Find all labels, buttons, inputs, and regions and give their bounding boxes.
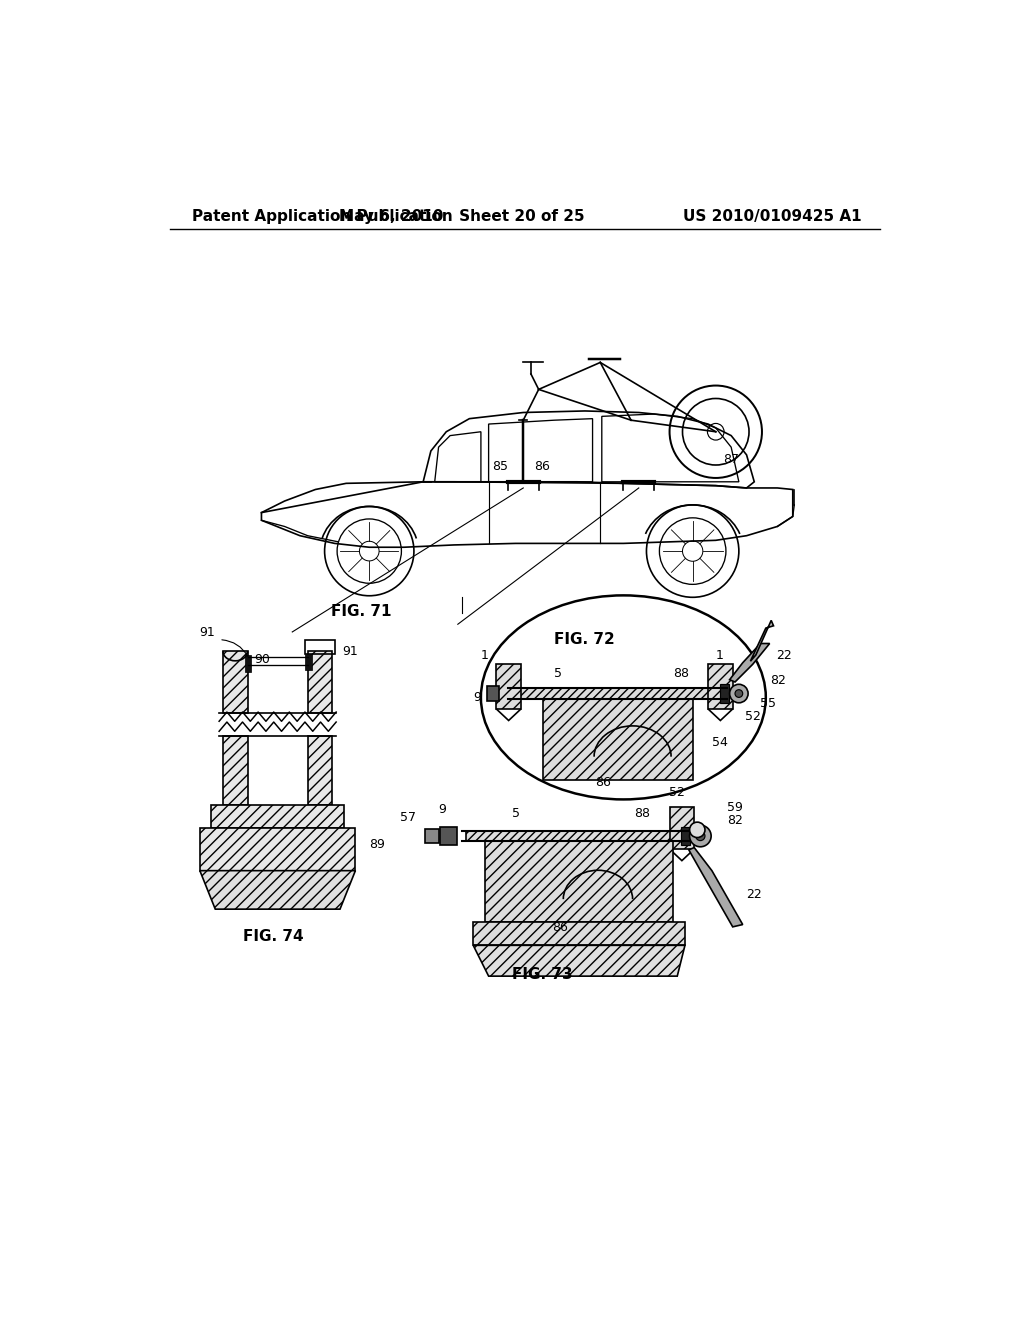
Text: FIG. 72: FIG. 72 [554, 632, 615, 647]
Bar [223, 737, 248, 805]
Bar [466, 830, 685, 841]
Text: 52: 52 [745, 710, 761, 723]
Bar [305, 640, 335, 653]
Polygon shape [200, 871, 355, 909]
Bar [708, 664, 733, 709]
Polygon shape [689, 847, 742, 927]
Polygon shape [751, 620, 773, 661]
Text: 22: 22 [776, 649, 792, 661]
Text: May 6, 2010   Sheet 20 of 25: May 6, 2010 Sheet 20 of 25 [339, 209, 585, 223]
Text: 86: 86 [552, 921, 568, 935]
Bar [305, 653, 311, 671]
Text: 86: 86 [595, 776, 610, 789]
Text: 5: 5 [554, 667, 562, 680]
Text: 54: 54 [712, 737, 727, 748]
Bar [223, 651, 248, 713]
Text: 5: 5 [512, 807, 519, 820]
Text: Patent Application Publication: Patent Application Publication [193, 209, 453, 223]
Text: FIG. 71: FIG. 71 [332, 603, 392, 619]
Text: 91: 91 [200, 626, 215, 639]
Text: 87: 87 [723, 453, 739, 466]
Bar [473, 923, 685, 945]
Text: 9: 9 [438, 803, 446, 816]
Text: 85: 85 [493, 461, 508, 474]
Text: 90: 90 [254, 653, 269, 665]
Text: 55: 55 [761, 697, 776, 710]
Polygon shape [473, 945, 685, 977]
Bar [307, 651, 333, 713]
Bar [497, 664, 521, 709]
Text: FIG. 73: FIG. 73 [512, 968, 572, 982]
Text: 82: 82 [727, 814, 743, 828]
Bar [670, 807, 694, 849]
Bar [487, 686, 500, 701]
Circle shape [730, 684, 749, 702]
Circle shape [735, 689, 742, 697]
Text: 1: 1 [716, 649, 724, 661]
Circle shape [689, 822, 705, 838]
Bar [200, 829, 355, 871]
Text: 88: 88 [635, 807, 650, 820]
Text: 59: 59 [727, 801, 743, 814]
Bar [246, 655, 252, 672]
Bar [484, 841, 674, 923]
Text: 22: 22 [746, 887, 762, 900]
Bar [681, 826, 690, 845]
Text: 91: 91 [342, 645, 358, 659]
Text: 89: 89 [370, 838, 385, 850]
Text: 9: 9 [473, 692, 481, 705]
Text: 52: 52 [670, 785, 685, 799]
Bar [211, 805, 344, 829]
Bar [543, 700, 692, 780]
Bar [425, 829, 438, 843]
Text: FIG. 74: FIG. 74 [243, 928, 303, 944]
Text: 88: 88 [673, 667, 689, 680]
Text: US 2010/0109425 A1: US 2010/0109425 A1 [683, 209, 862, 223]
Text: 82: 82 [770, 675, 785, 688]
Bar [440, 826, 457, 845]
Text: 86: 86 [535, 461, 551, 474]
Bar [307, 737, 333, 805]
Bar [512, 688, 724, 700]
Bar [720, 684, 729, 702]
Text: 57: 57 [399, 810, 416, 824]
Text: 1: 1 [481, 649, 488, 661]
Polygon shape [730, 644, 770, 682]
Circle shape [695, 832, 705, 841]
Circle shape [689, 825, 711, 847]
